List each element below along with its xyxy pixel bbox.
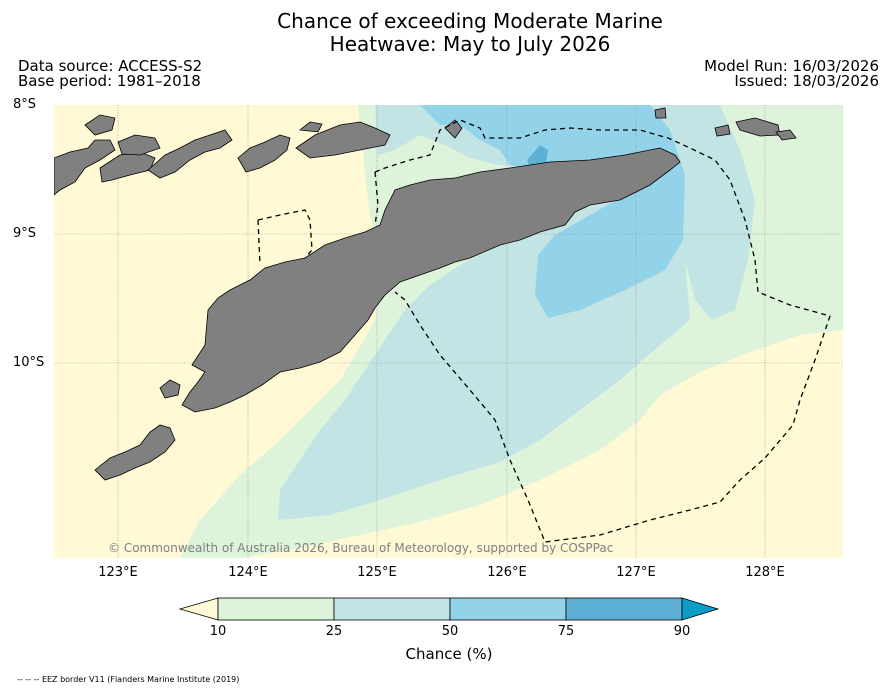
land-timor xyxy=(181,147,681,413)
colorbar-seg-10 xyxy=(217,597,335,621)
land-wetar xyxy=(295,121,391,159)
lon-label-128e: 128°E xyxy=(745,565,785,580)
model-run: Model Run: 16/03/2026 xyxy=(704,57,879,75)
colorbar-tick-10: 10 xyxy=(209,624,227,639)
colorbar-tick-25: 25 xyxy=(325,624,343,639)
map-area xyxy=(54,105,843,558)
land xyxy=(54,107,797,481)
colorbar xyxy=(178,597,720,621)
land-islet-3 xyxy=(654,107,667,119)
eez-footnote: -- -- -- EEZ border V11 (Flanders Marine… xyxy=(17,675,240,684)
land-pantar xyxy=(84,114,116,136)
base-period: Base period: 1981–2018 xyxy=(18,72,201,90)
lon-label-127e: 127°E xyxy=(616,565,656,580)
land-islands-2 xyxy=(117,134,161,156)
colorbar-seg-75 xyxy=(565,597,683,621)
copyright-notice: © Commonwealth of Australia 2026, Bureau… xyxy=(108,541,614,555)
land-west-islands xyxy=(54,139,116,196)
lon-label-124e: 124°E xyxy=(228,565,268,580)
colorbar-seg-25 xyxy=(333,597,451,621)
meta-left: Data source: ACCESS-S2 Base period: 1981… xyxy=(18,59,202,89)
land-islet-2 xyxy=(444,119,463,139)
lon-label-125e: 125°E xyxy=(357,565,397,580)
land-islands-3 xyxy=(147,129,233,179)
colorbar-tick-50: 50 xyxy=(441,624,459,639)
land-islet-7 xyxy=(159,379,181,399)
colorbar-tick-75: 75 xyxy=(557,624,575,639)
meta-right: Model Run: 16/03/2026 Issued: 18/03/2026 xyxy=(704,59,879,89)
lat-label-9s: 9°S xyxy=(13,226,37,241)
map-title: Chance of exceeding Moderate Marine Heat… xyxy=(0,10,896,56)
colorbar-max-extend xyxy=(681,597,720,621)
land-islet-4 xyxy=(714,124,731,137)
lat-label-10s: 10°S xyxy=(13,355,45,370)
lon-label-123e: 123°E xyxy=(98,565,138,580)
title-line-2: Heatwave: May to July 2026 xyxy=(329,32,611,56)
colorbar-tick-90: 90 xyxy=(673,624,691,639)
lon-label-126e: 126°E xyxy=(487,565,527,580)
land-rote xyxy=(94,424,176,481)
title-line-1: Chance of exceeding Moderate Marine xyxy=(277,9,663,33)
land-islet-6 xyxy=(775,129,797,141)
colorbar-min-extend xyxy=(178,597,219,621)
land-islands-4 xyxy=(237,134,291,173)
colorbar-label: Chance (%) xyxy=(405,645,493,663)
lat-label-8s: 8°S xyxy=(13,97,37,112)
data-source: Data source: ACCESS-S2 xyxy=(18,57,203,75)
issued-date: Issued: 18/03/2026 xyxy=(734,72,879,90)
colorbar-seg-50 xyxy=(449,597,567,621)
eez-border xyxy=(257,119,831,543)
land-islet-1 xyxy=(298,121,323,133)
